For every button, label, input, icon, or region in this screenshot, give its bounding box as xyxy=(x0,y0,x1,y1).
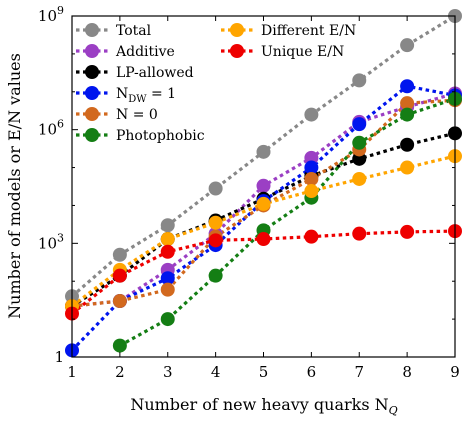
legend-label: Additive xyxy=(115,44,175,60)
data-point-different-e-n xyxy=(400,160,415,175)
markers-layer xyxy=(65,9,462,358)
data-point-different-e-n xyxy=(304,184,319,199)
data-point-photophobic xyxy=(400,107,415,122)
data-point-unique-e-n xyxy=(208,233,223,248)
legend-marker xyxy=(85,86,99,100)
x-tick-label: 8 xyxy=(402,363,412,381)
data-point-photophobic xyxy=(352,135,367,150)
legend-marker xyxy=(85,65,99,79)
data-point-total xyxy=(400,38,415,53)
data-point-unique-e-n xyxy=(352,226,367,241)
data-point-n-0 xyxy=(304,171,319,186)
data-point-n-dw-1 xyxy=(352,117,367,132)
data-point-lp-allowed xyxy=(400,137,415,152)
x-tick-label: 7 xyxy=(354,363,364,381)
x-tick-label: 6 xyxy=(307,363,317,381)
legend-label: N = 0 xyxy=(116,107,158,123)
data-point-unique-e-n xyxy=(160,244,175,259)
y-axis-title: Number of models or E/N values xyxy=(5,53,24,319)
y-axis: 1 103 106 109 xyxy=(38,4,455,366)
y-tick-label: 109 xyxy=(38,4,64,25)
data-point-different-e-n xyxy=(352,171,367,186)
data-point-different-e-n xyxy=(256,196,271,211)
data-point-unique-e-n xyxy=(112,268,127,283)
x-axis: 1 2 3 4 5 6 7 8 9 xyxy=(67,16,460,381)
legend-marker xyxy=(85,23,99,37)
data-point-n-0 xyxy=(400,96,415,111)
series-line-n-dw-1 xyxy=(70,84,456,352)
x-tick-label: 9 xyxy=(450,363,460,381)
x-tick-label: 3 xyxy=(163,363,173,381)
data-point-n-dw-1 xyxy=(160,271,175,286)
data-point-unique-e-n xyxy=(400,224,415,239)
x-tick-label: 2 xyxy=(115,363,125,381)
data-point-photophobic xyxy=(160,312,175,327)
legend-label: Photophobic xyxy=(116,128,205,144)
y-tick-label: 1 xyxy=(54,348,64,366)
data-point-additive xyxy=(304,150,319,165)
legend-marker xyxy=(85,44,99,58)
data-point-photophobic xyxy=(112,338,127,353)
data-point-total xyxy=(112,247,127,262)
legend-marker xyxy=(230,23,244,37)
legend-marker xyxy=(230,44,244,58)
data-point-photophobic xyxy=(208,268,223,283)
data-point-n-dw-1 xyxy=(304,160,319,175)
data-point-total xyxy=(208,181,223,196)
y-tick-label: 106 xyxy=(38,118,64,139)
data-point-n-dw-1 xyxy=(400,79,415,94)
legend-marker xyxy=(85,128,99,142)
y-tick-label: 103 xyxy=(38,231,64,252)
data-point-unique-e-n xyxy=(256,232,271,247)
data-point-n-0 xyxy=(112,294,127,309)
data-point-different-e-n xyxy=(208,215,223,230)
data-point-total xyxy=(256,144,271,159)
data-point-different-e-n xyxy=(160,232,175,247)
x-axis-title: Number of new heavy quarks NQ xyxy=(130,395,397,417)
legend-label: Total xyxy=(116,23,152,39)
legend-label: Different E/N xyxy=(261,23,356,39)
data-point-total xyxy=(160,218,175,233)
data-point-total xyxy=(352,73,367,88)
data-point-unique-e-n xyxy=(304,229,319,244)
legend-label: LP-allowed xyxy=(116,65,194,81)
legend-label: NDW = 1 xyxy=(116,86,176,105)
legend-marker xyxy=(85,107,99,121)
x-tick-label: 4 xyxy=(211,363,221,381)
x-tick-label: 1 xyxy=(67,363,77,381)
legend: Total Additive LP-allowed NDW = 1 N = 0 Photo… xyxy=(76,23,356,144)
x-tick-label: 5 xyxy=(259,363,269,381)
data-point-total xyxy=(304,107,319,122)
data-point-additive xyxy=(256,178,271,193)
legend-label: Unique E/N xyxy=(261,44,344,60)
data-point-n-0 xyxy=(160,282,175,297)
series-line-photophobic xyxy=(119,97,456,348)
series-line-lp-allowed xyxy=(71,131,456,308)
